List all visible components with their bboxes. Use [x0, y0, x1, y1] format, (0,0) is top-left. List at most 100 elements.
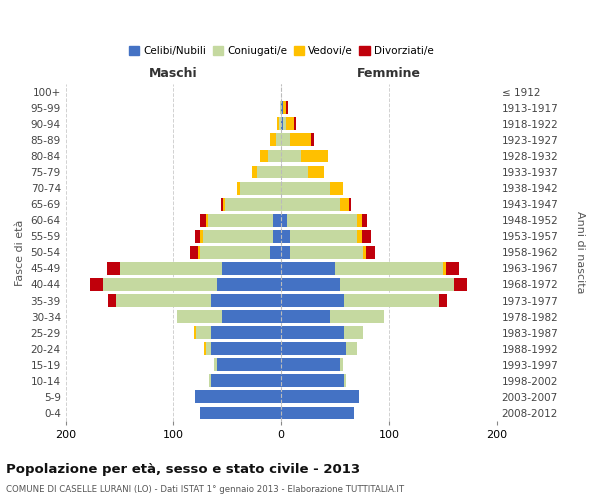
Bar	[211, 294, 281, 307]
Y-axis label: Anni di nascita: Anni di nascita	[575, 211, 585, 294]
Bar	[329, 182, 343, 194]
Bar	[222, 262, 281, 275]
Bar	[281, 182, 329, 194]
Bar	[211, 374, 281, 387]
Bar	[277, 118, 279, 130]
Bar	[301, 150, 328, 162]
Bar	[281, 262, 335, 275]
Bar	[194, 326, 196, 339]
Bar	[340, 278, 454, 291]
Bar	[290, 246, 363, 259]
Bar	[196, 326, 211, 339]
Bar	[346, 342, 356, 355]
Bar	[283, 118, 286, 130]
Bar	[203, 342, 206, 355]
Bar	[222, 310, 281, 323]
Bar	[200, 214, 206, 226]
Bar	[281, 166, 308, 178]
Bar	[211, 342, 281, 355]
Bar	[268, 150, 281, 162]
Bar	[362, 214, 367, 226]
Bar	[272, 230, 281, 242]
Legend: Celibi/Nubili, Coniugati/e, Vedovi/e, Divorziati/e: Celibi/Nubili, Coniugati/e, Vedovi/e, Di…	[125, 42, 437, 60]
Bar	[217, 358, 281, 371]
Bar	[281, 118, 283, 130]
Bar	[329, 310, 383, 323]
Bar	[214, 358, 217, 371]
Y-axis label: Fasce di età: Fasce di età	[15, 219, 25, 286]
Bar	[281, 326, 344, 339]
Bar	[356, 230, 362, 242]
Bar	[281, 134, 290, 146]
Bar	[281, 102, 283, 114]
Bar	[281, 310, 329, 323]
Text: Popolazione per età, sesso e stato civile - 2013: Popolazione per età, sesso e stato civil…	[6, 462, 360, 475]
Bar	[211, 326, 281, 339]
Bar	[287, 214, 356, 226]
Bar	[311, 134, 314, 146]
Bar	[271, 246, 281, 259]
Bar	[257, 166, 281, 178]
Bar	[206, 214, 208, 226]
Bar	[279, 118, 281, 130]
Bar	[276, 134, 281, 146]
Bar	[91, 278, 103, 291]
Bar	[281, 358, 340, 371]
Bar	[283, 102, 286, 114]
Bar	[200, 246, 271, 259]
Bar	[367, 246, 375, 259]
Bar	[281, 214, 287, 226]
Text: Femmine: Femmine	[357, 68, 421, 80]
Bar	[272, 214, 281, 226]
Bar	[203, 230, 272, 242]
Bar	[200, 406, 281, 420]
Bar	[362, 230, 371, 242]
Bar	[356, 214, 362, 226]
Bar	[237, 182, 240, 194]
Bar	[363, 246, 367, 259]
Bar	[206, 342, 211, 355]
Bar	[281, 294, 344, 307]
Bar	[286, 118, 294, 130]
Bar	[294, 118, 296, 130]
Bar	[198, 246, 200, 259]
Bar	[195, 230, 200, 242]
Bar	[308, 166, 325, 178]
Bar	[286, 102, 287, 114]
Bar	[107, 262, 119, 275]
Bar	[176, 310, 222, 323]
Bar	[344, 326, 363, 339]
Bar	[454, 278, 467, 291]
Bar	[281, 230, 290, 242]
Bar	[200, 230, 203, 242]
Bar	[290, 230, 356, 242]
Bar	[119, 262, 222, 275]
Text: COMUNE DI CASELLE LURANI (LO) - Dati ISTAT 1° gennaio 2013 - Elaborazione TUTTIT: COMUNE DI CASELLE LURANI (LO) - Dati IST…	[6, 485, 404, 494]
Bar	[281, 150, 301, 162]
Bar	[107, 294, 116, 307]
Bar	[344, 374, 346, 387]
Bar	[349, 198, 351, 210]
Bar	[116, 294, 211, 307]
Bar	[290, 134, 311, 146]
Bar	[344, 294, 439, 307]
Bar	[281, 278, 340, 291]
Bar	[443, 262, 446, 275]
Bar	[281, 246, 290, 259]
Bar	[340, 358, 343, 371]
Bar	[281, 390, 359, 404]
Bar	[221, 198, 223, 210]
Bar	[103, 278, 217, 291]
Bar	[340, 198, 349, 210]
Bar	[240, 182, 281, 194]
Bar	[271, 134, 276, 146]
Bar	[190, 246, 198, 259]
Bar	[446, 262, 459, 275]
Bar	[209, 374, 211, 387]
Bar	[281, 342, 346, 355]
Bar	[281, 406, 355, 420]
Bar	[217, 278, 281, 291]
Bar	[260, 150, 268, 162]
Bar	[252, 166, 257, 178]
Bar	[281, 374, 344, 387]
